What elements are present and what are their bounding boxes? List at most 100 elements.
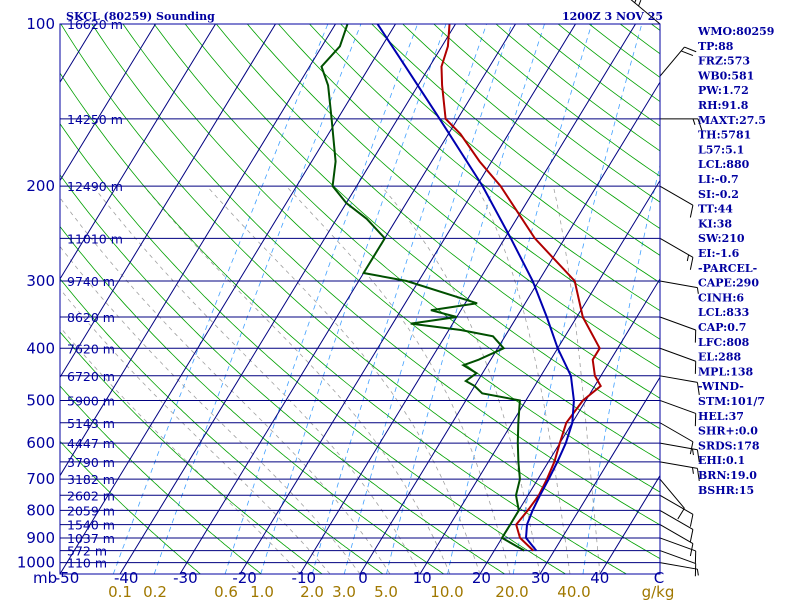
wind-barb-staff bbox=[659, 509, 694, 530]
dry-adiabat-line bbox=[60, 331, 323, 574]
wind-barb-staff bbox=[659, 375, 698, 383]
index-item: CINH:6 bbox=[698, 291, 744, 304]
pressure-tick-label: 100 bbox=[26, 15, 55, 33]
moist-adiabats bbox=[60, 185, 601, 574]
temperature-tick-label: -10 bbox=[292, 569, 317, 587]
mixing-ratio-tick-label: 0.1 bbox=[108, 583, 132, 600]
index-item: CAP:0.7 bbox=[698, 321, 746, 334]
wind-barb-half-flag bbox=[696, 569, 699, 576]
isotherm-line bbox=[119, 24, 456, 574]
pressure-tick-label: 200 bbox=[26, 177, 55, 195]
isobars bbox=[60, 23, 660, 564]
height-label: 3790 m bbox=[67, 455, 115, 470]
wind-barb-staff bbox=[659, 524, 694, 545]
wind-barb-half-flag bbox=[692, 467, 694, 474]
wind-barb-staff bbox=[659, 494, 694, 515]
mixing-ratio-line bbox=[447, 24, 593, 574]
station-title: SKCL (80259) Sounding bbox=[66, 10, 215, 23]
wind-barb-staff bbox=[630, 0, 661, 25]
isotherm-line bbox=[179, 24, 516, 574]
temperature-tick-label: -50 bbox=[55, 569, 80, 587]
index-item: MAXT:27.5 bbox=[698, 114, 766, 127]
plot-background bbox=[60, 24, 660, 574]
isotherm-line bbox=[419, 179, 660, 574]
index-item: SRDS:178 bbox=[698, 439, 760, 452]
mixing-ratio-tick-label: 1.0 bbox=[250, 583, 274, 600]
pressure-tick-label: 1000 bbox=[17, 554, 55, 572]
index-item: PW:1.72 bbox=[698, 84, 749, 97]
temperature-tick-label: 20 bbox=[472, 569, 491, 587]
index-item: SI:-0.2 bbox=[698, 188, 739, 201]
isotherm-line bbox=[479, 277, 660, 574]
mixing-ratio-line bbox=[582, 163, 660, 574]
index-item: FRZ:573 bbox=[698, 55, 750, 68]
wind-barb-staff bbox=[659, 185, 694, 206]
pressure-unit-label: mb bbox=[33, 569, 57, 587]
isotherm-line bbox=[539, 376, 660, 574]
temperature-tick-label: -30 bbox=[173, 569, 198, 587]
height-label: 6720 m bbox=[67, 369, 115, 384]
index-item: CAPE:290 bbox=[698, 277, 759, 290]
index-item: LCL:880 bbox=[698, 158, 750, 171]
mixing-ratio-line bbox=[224, 24, 418, 574]
temperature-tick-label: 40 bbox=[590, 569, 609, 587]
wind-barb-flag bbox=[696, 468, 700, 482]
wind-barb-flag bbox=[684, 46, 697, 53]
dry-adiabat-line bbox=[60, 24, 660, 560]
index-item: WMO:80259 bbox=[697, 25, 774, 38]
index-item: EHI:0.1 bbox=[698, 454, 745, 467]
isotherm-line bbox=[239, 24, 576, 574]
height-label: 11010 m bbox=[67, 231, 123, 246]
wind-barb-flag bbox=[696, 382, 700, 395]
mixing-ratio-line bbox=[153, 24, 362, 574]
moist-adiabat-line bbox=[553, 186, 601, 574]
wind-barbs bbox=[630, 0, 703, 577]
index-item: -WIND- bbox=[698, 380, 744, 393]
isotherm-line bbox=[60, 24, 276, 379]
mixing-ratio-tick-label: 2.0 bbox=[300, 583, 324, 600]
dry-adiabat-line bbox=[60, 385, 262, 574]
index-item: SW:210 bbox=[698, 232, 745, 245]
mixing-ratio-tick-label: 40.0 bbox=[557, 583, 590, 600]
wind-barb-staff bbox=[659, 347, 696, 362]
wind-barb-flag bbox=[689, 257, 694, 270]
wind-barb-staff bbox=[659, 46, 685, 77]
wind-barb-staff bbox=[659, 550, 696, 565]
wind-barb-flag bbox=[696, 449, 700, 463]
wind-barb-staff bbox=[659, 478, 685, 509]
wind-barb-staff bbox=[659, 280, 698, 289]
mixing-ratio-line bbox=[343, 24, 512, 574]
height-label: 16620 m bbox=[67, 17, 123, 32]
wind-barb-flag bbox=[634, 0, 637, 3]
index-item: BSHR:15 bbox=[698, 484, 754, 497]
moist-adiabat-line bbox=[92, 185, 421, 574]
mixing-ratio-tick-label: 5.0 bbox=[374, 583, 398, 600]
index-item: L57:5.1 bbox=[698, 143, 744, 156]
wind-barb-half-flag bbox=[638, 0, 642, 7]
temperature-tick-label: 10 bbox=[413, 569, 432, 587]
wind-barb-flag bbox=[689, 514, 694, 527]
index-item: -PARCEL- bbox=[698, 262, 757, 275]
dry-adiabat-line bbox=[278, 24, 660, 340]
dry-adiabat-line bbox=[215, 24, 660, 399]
dry-adiabat-line bbox=[60, 225, 445, 574]
height-label: 1540 m bbox=[67, 518, 115, 533]
temperature-tick-label: -40 bbox=[114, 569, 139, 587]
dry-adiabat-line bbox=[60, 440, 201, 574]
height-label: 7620 m bbox=[67, 341, 115, 356]
temperature-tick-label: C bbox=[654, 569, 664, 587]
index-item: EI:-1.6 bbox=[698, 247, 740, 260]
wind-barb-flag bbox=[689, 543, 694, 557]
height-label: 110 m bbox=[67, 556, 107, 571]
pressure-tick-label: 600 bbox=[26, 434, 55, 452]
dry-adiabat-line bbox=[91, 24, 660, 526]
index-item: SHR+:0.0 bbox=[698, 425, 758, 438]
wind-barb-half-flag bbox=[692, 448, 694, 456]
height-label: 3182 m bbox=[67, 472, 115, 487]
wind-barb-flag bbox=[689, 441, 694, 455]
index-item: TT:44 bbox=[698, 203, 733, 216]
moist-adiabat-line bbox=[143, 185, 451, 574]
index-item: HEL:37 bbox=[698, 410, 744, 423]
dry-adiabat-line bbox=[309, 24, 660, 312]
